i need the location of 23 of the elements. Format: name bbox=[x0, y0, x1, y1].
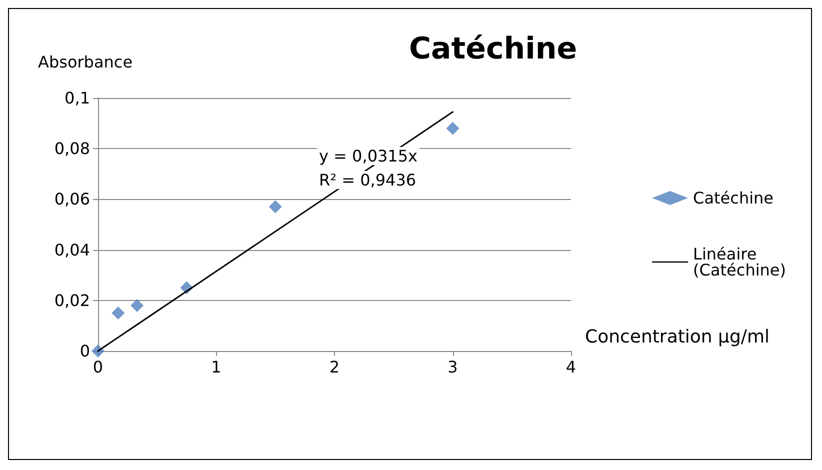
x-axis-title: Concentration µg/ml bbox=[585, 326, 770, 348]
x-tick-label: 0 bbox=[92, 358, 104, 376]
annotation: y = 0,0315x bbox=[319, 146, 418, 166]
point bbox=[446, 122, 460, 135]
point bbox=[92, 344, 104, 358]
y-axis-title: Absorbance bbox=[38, 52, 133, 72]
y-tick-label: 0,02 bbox=[54, 290, 90, 310]
y-tick-label: 0,08 bbox=[54, 139, 90, 158]
x-tick-label: 1 bbox=[211, 358, 222, 376]
y-tick-label: 0,1 bbox=[64, 88, 90, 108]
x-tick-label: 4 bbox=[566, 358, 576, 376]
y-tick-label: 0 bbox=[80, 342, 90, 360]
point bbox=[112, 306, 125, 320]
legend-label: Catéchine bbox=[693, 188, 774, 208]
chart-title: Catéchine bbox=[409, 32, 578, 66]
y-tick-label: 0,04 bbox=[54, 240, 90, 260]
legend-label: Linéaire (Catéchine) bbox=[693, 244, 786, 280]
point bbox=[130, 298, 144, 312]
annotation: R² = 0,9436 bbox=[319, 170, 416, 190]
x-tick-label: 3 bbox=[448, 358, 458, 376]
point bbox=[268, 200, 282, 214]
y-tick-label: 0,06 bbox=[54, 190, 90, 209]
x-tick-label: 2 bbox=[329, 358, 340, 376]
